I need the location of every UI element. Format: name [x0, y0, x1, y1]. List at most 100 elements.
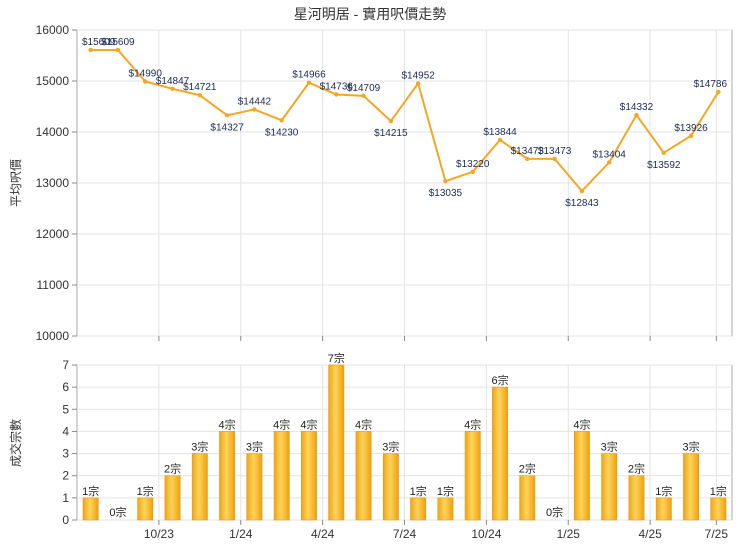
- count-bar-panel: 0 1 2 3 4 5 6 7 1宗 0宗 1宗 2宗 3宗 4宗 3宗 4宗 4宗 7宗 4宗 3宗 1宗 1宗 4宗 6宗…: [62, 351, 733, 541]
- count-bar: [601, 453, 618, 521]
- price-data-label: $14230: [265, 127, 299, 138]
- price-y-tick-label: 12000: [36, 227, 70, 241]
- count-bar: [355, 431, 372, 521]
- count-data-label: 4宗: [573, 417, 590, 431]
- price-point: [388, 118, 394, 124]
- x-tick-label: 10/24: [471, 527, 501, 541]
- count-data-label: 2宗: [628, 462, 645, 476]
- count-bar: [655, 497, 672, 521]
- price-data-label: $13844: [483, 127, 517, 138]
- count-bar: [519, 475, 536, 521]
- price-point: [470, 169, 475, 174]
- price-point: [661, 150, 666, 156]
- count-bar: [301, 431, 317, 521]
- price-point: [688, 133, 694, 138]
- count-data-label: 1宗: [437, 484, 454, 498]
- count-bar: [328, 364, 345, 521]
- price-point: [197, 93, 203, 98]
- price-data-label: $14952: [401, 70, 435, 81]
- count-y-tick-label: 4: [62, 424, 69, 438]
- x-tick-label: 7/24: [393, 527, 417, 541]
- price-point: [525, 156, 530, 162]
- count-bar: [246, 453, 263, 521]
- chart-title: 星河明居 - 實用呎價走勢: [294, 6, 446, 22]
- price-point: [224, 113, 230, 118]
- price-data-label: $13473: [538, 146, 572, 157]
- count-y-axis-label: 成交宗數: [8, 419, 23, 467]
- count-data-label: 1宗: [82, 484, 99, 498]
- count-data-label: 3宗: [191, 440, 208, 454]
- count-y-tick-label: 3: [62, 447, 69, 461]
- price-point: [606, 160, 612, 165]
- price-series-line: [90, 48, 720, 193]
- count-bar: [573, 431, 590, 521]
- price-point: [279, 118, 284, 123]
- count-bar: [683, 453, 700, 521]
- price-data-label: $13926: [674, 123, 708, 134]
- price-y-tick-label: 14000: [36, 125, 70, 139]
- count-bar: [492, 386, 508, 521]
- price-point: [443, 179, 448, 184]
- price-data-label: $14332: [620, 102, 654, 113]
- count-data-label: 1宗: [137, 484, 154, 498]
- x-tick-label: 4/25: [638, 527, 662, 541]
- count-y-tick-label: 2: [62, 469, 69, 483]
- count-y-tick-label: 1: [62, 491, 69, 505]
- price-data-label: $14736: [320, 81, 354, 92]
- count-data-label: 0宗: [109, 505, 126, 519]
- price-data-label: $13404: [593, 149, 627, 160]
- price-line-panel: 10000 11000 12000 13000 14000 15000 16000 $1560…: [36, 23, 733, 343]
- x-tick-label: 1/24: [229, 527, 253, 541]
- price-point: [716, 89, 721, 95]
- price-data-label: $14442: [238, 96, 272, 107]
- price-point: [143, 79, 148, 84]
- price-y-tick-label: 15000: [36, 74, 70, 88]
- count-data-label: 0宗: [546, 505, 563, 519]
- count-data-label: 4宗: [273, 417, 290, 431]
- count-data-label: 3宗: [246, 440, 263, 454]
- price-point: [252, 107, 257, 112]
- count-bar: [164, 475, 181, 521]
- count-bar: [464, 431, 481, 521]
- price-data-label: $13035: [429, 188, 463, 199]
- count-data-label: 4宗: [355, 417, 372, 431]
- price-point: [115, 47, 121, 53]
- price-data-label: $14990: [129, 69, 163, 80]
- price-point: [88, 47, 93, 53]
- price-point: [552, 156, 557, 162]
- price-data-label: $14215: [374, 128, 408, 139]
- price-data-label: $13473: [511, 146, 545, 157]
- count-bar: [410, 497, 427, 521]
- price-y-tick-label: 11000: [37, 278, 70, 292]
- price-data-label: $13592: [647, 160, 681, 171]
- x-tick-label: 10/23: [144, 527, 174, 541]
- price-data-label: $13220: [456, 159, 490, 170]
- price-point: [334, 92, 339, 97]
- price-point: [415, 81, 421, 86]
- count-data-label: 1宗: [410, 484, 427, 498]
- price-data-label: $14786: [694, 79, 728, 90]
- price-data-label: $14721: [183, 82, 217, 93]
- count-data-label: 3宗: [601, 440, 618, 454]
- count-data-label: 4宗: [300, 417, 317, 431]
- price-data-label: $14327: [210, 122, 244, 133]
- price-data-label: $14966: [292, 70, 326, 81]
- count-y-tick-label: 6: [62, 380, 69, 394]
- count-bar: [382, 453, 399, 521]
- price-point: [497, 137, 503, 143]
- count-bar: [273, 431, 290, 521]
- price-data-label: $14709: [347, 83, 381, 94]
- x-tick-label: 7/25: [705, 527, 729, 541]
- price-y-axis-label: 平均呎價: [9, 159, 23, 207]
- price-data-label: $12843: [565, 198, 599, 209]
- price-point: [361, 93, 366, 99]
- price-data-label: $15609: [82, 37, 116, 48]
- price-y-tick-label: 10000: [36, 329, 70, 343]
- count-data-label: 1宗: [655, 484, 672, 498]
- price-y-tick-label: 16000: [36, 23, 70, 37]
- count-data-label: 2宗: [519, 462, 536, 476]
- count-data-label: 3宗: [683, 440, 700, 454]
- count-bar: [437, 497, 454, 521]
